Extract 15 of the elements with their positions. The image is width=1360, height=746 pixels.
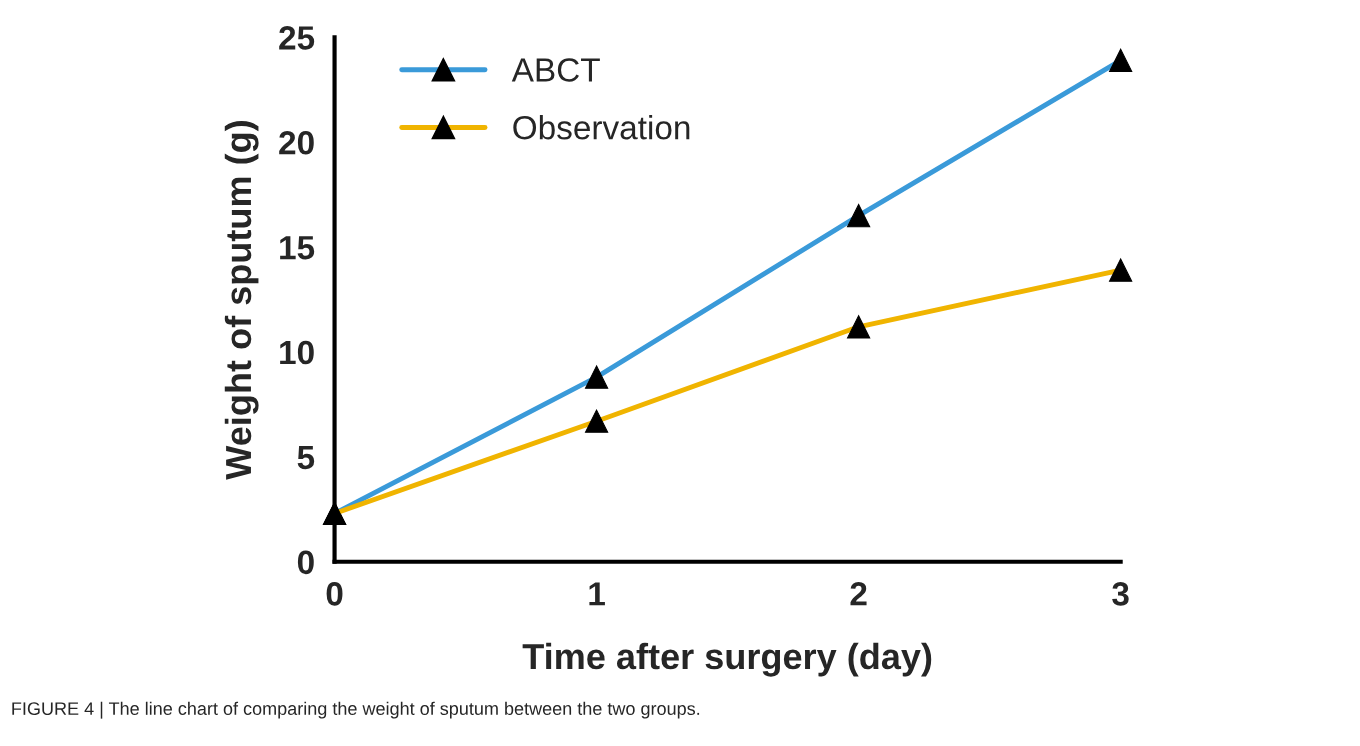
x-tick-label: 3 (1112, 582, 1129, 606)
y-tick-label: 5 (297, 446, 315, 470)
x-axis-title: Time after surgery (day) (522, 642, 932, 677)
x-tick-label: 1 (589, 582, 605, 606)
y-tick-label: 15 (280, 236, 315, 260)
y-tick-label: 0 (297, 550, 314, 575)
legend-label: ABCT (511, 58, 600, 82)
caption: FIGURE 4 | The line chart of comparing the weight of sputum between the two groups. (12, 701, 700, 719)
y-axis-title: Weight of sputum (g) (224, 121, 259, 480)
y-tick-label: 20 (279, 130, 314, 155)
x-tick-label: 0 (326, 582, 343, 606)
x-tick-label: 2 (850, 582, 867, 606)
legend-label: Observation (513, 115, 690, 140)
y-tick-label: 25 (279, 26, 315, 50)
y-tick-label: 10 (280, 340, 314, 365)
